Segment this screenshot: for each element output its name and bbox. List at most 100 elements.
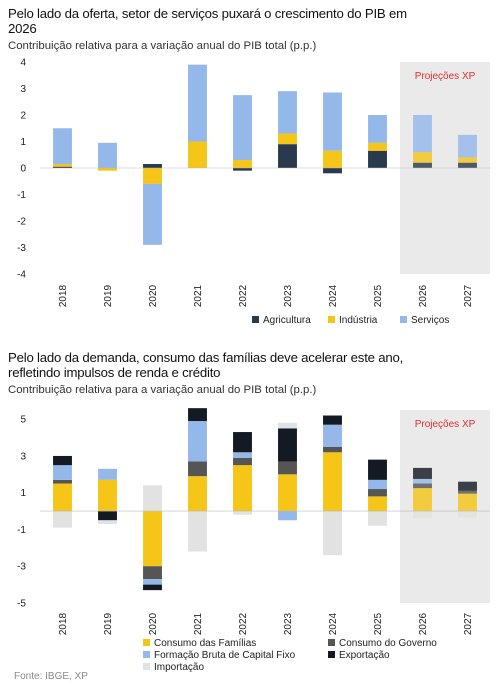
chart1-bar-2018-servicos xyxy=(53,128,72,165)
chart2-legend-swatch-consumo_governo xyxy=(328,639,335,646)
chart1-xtick-2021: 2021 xyxy=(193,284,204,307)
chart1-xtick-2027: 2027 xyxy=(463,284,474,307)
chart1-legend-swatch-agricultura xyxy=(252,316,259,323)
chart2-subtitle: Contribuição relativa para a variação an… xyxy=(8,384,317,396)
chart2-bar-2020-consumo_governo xyxy=(143,566,162,580)
chart2-xtick-2018: 2018 xyxy=(58,612,69,635)
chart2-title: Pelo lado da demanda, consumo das famíli… xyxy=(8,350,404,380)
chart2-bar-2026-importacao xyxy=(413,511,432,519)
chart2-bar-2022-consumo_familias xyxy=(233,465,252,512)
chart2-legend-label-consumo_familias: Consumo das Famílias xyxy=(154,638,256,649)
chart1-subtitle: Contribuição relativa para a variação an… xyxy=(8,40,317,52)
chart2-bar-2027-consumo_familias xyxy=(458,493,477,512)
chart1-xtick-2020: 2020 xyxy=(148,284,159,307)
chart2-bar-2022-exportacao xyxy=(233,432,252,453)
chart1-bar-2027-servicos xyxy=(458,134,477,158)
chart2-bar-2021-exportacao xyxy=(188,408,207,422)
chart1-bar-2025-industria xyxy=(368,142,387,151)
chart2-bar-2026-consumo_governo xyxy=(413,483,432,489)
chart2-bar-2024-consumo_governo xyxy=(323,446,342,453)
chart2-legend-label-exportacao: Exportação xyxy=(339,650,390,661)
chart2-ytick: -1 xyxy=(17,525,26,536)
chart2-bar-2027-exportacao xyxy=(458,481,477,491)
chart1-bar-2024-servicos xyxy=(323,92,342,151)
chart2-bar-2018-exportacao xyxy=(53,455,72,466)
chart2-bar-2023-consumo_familias xyxy=(278,474,297,512)
chart1-bar-2021-servicos xyxy=(188,64,207,142)
chart1-xtick-2025: 2025 xyxy=(373,284,384,307)
chart2-legend-label-fbcf: Formação Bruta de Capital Fixo xyxy=(154,650,296,661)
chart2-bar-2021-importacao xyxy=(188,511,207,552)
chart2-bar-2022-importacao xyxy=(233,511,252,515)
chart1-bar-2025-servicos xyxy=(368,115,387,143)
chart2-bar-2025-fbcf xyxy=(368,479,387,490)
chart2-bar-2020-importacao xyxy=(143,485,162,512)
chart1-bar-2020-industria xyxy=(143,168,162,184)
chart2-bar-2019-importacao xyxy=(98,520,117,524)
chart1-bar-2024-industria xyxy=(323,150,342,168)
chart2-bar-2024-importacao xyxy=(323,511,342,556)
chart2-ytick: -5 xyxy=(17,599,26,610)
chart2-xtick-2027: 2027 xyxy=(463,612,474,635)
chart2-ytick: 1 xyxy=(20,488,26,499)
chart2-legend-swatch-fbcf xyxy=(143,651,150,658)
chart1-bar-2019-servicos xyxy=(98,142,117,168)
chart2-bar-2020-exportacao xyxy=(143,584,162,591)
chart2-bar-2020-consumo_familias xyxy=(143,511,162,567)
chart1-bar-2019-industria xyxy=(98,168,117,171)
chart2-xtick-2022: 2022 xyxy=(238,612,249,635)
chart1-bar-2026-agricultura xyxy=(413,162,432,168)
chart1-ytick: -1 xyxy=(17,190,26,201)
chart2-ytick: 3 xyxy=(20,451,26,462)
chart1-bar-2022-agricultura xyxy=(233,168,252,171)
chart2-bar-2027-importacao xyxy=(458,511,477,518)
chart2-legend-swatch-consumo_familias xyxy=(143,639,150,646)
chart1-bar-2023-industria xyxy=(278,133,297,145)
chart2-ytick: 5 xyxy=(20,415,26,426)
chart1-bar-2018-industria xyxy=(53,164,72,167)
chart2-legend-label-consumo_governo: Consumo do Governo xyxy=(339,638,437,649)
chart1-legend-label-agricultura: Agricultura xyxy=(263,315,311,326)
chart2-bar-2025-consumo_familias xyxy=(368,496,387,512)
chart1-bar-2024-agricultura xyxy=(323,168,342,174)
chart2-bar-2027-consumo_governo xyxy=(458,490,477,494)
chart1-legend-label-servicos: Serviços xyxy=(411,315,449,326)
chart1-bar-2027-agricultura xyxy=(458,162,477,168)
chart2-bar-2024-exportacao xyxy=(323,415,342,425)
chart2-bar-2018-fbcf xyxy=(53,465,72,480)
chart1-xtick-2024: 2024 xyxy=(328,284,339,307)
chart2-bar-2026-fbcf xyxy=(413,478,432,484)
chart1-title: Pelo lado da oferta, setor de serviços p… xyxy=(8,6,407,36)
chart1-ytick: 1 xyxy=(20,137,26,148)
chart1-ytick: -2 xyxy=(17,217,26,228)
chart1-bar-2023-servicos xyxy=(278,91,297,134)
source-footer: Fonte: IBGE, XP xyxy=(14,671,88,682)
chart2-xtick-2020: 2020 xyxy=(148,612,159,635)
chart2-xtick-2024: 2024 xyxy=(328,612,339,635)
chart2-projection-label: Projeções XP xyxy=(415,419,476,430)
chart1-legend-swatch-servicos xyxy=(400,316,407,323)
chart2-bar-2024-consumo_familias xyxy=(323,452,342,512)
chart2-bar-2026-exportacao xyxy=(413,467,432,479)
chart2-bar-2023-fbcf xyxy=(278,511,297,521)
chart1-ytick: 0 xyxy=(20,164,26,175)
chart1-bar-2026-servicos xyxy=(413,115,432,153)
chart2-bar-2023-exportacao xyxy=(278,428,297,462)
chart1-bar-2027-industria xyxy=(458,157,477,163)
chart2-bar-2025-importacao xyxy=(368,511,387,526)
chart1-bar-2026-industria xyxy=(413,152,432,163)
chart1-bar-2022-industria xyxy=(233,160,252,168)
chart2-bar-2019-fbcf xyxy=(98,468,117,480)
chart2-bar-2020-fbcf xyxy=(143,579,162,585)
chart1-xtick-2023: 2023 xyxy=(283,284,294,307)
chart2-xtick-2021: 2021 xyxy=(193,612,204,635)
chart1-bar-2023-agricultura xyxy=(278,144,297,168)
chart1-bar-2018-agricultura xyxy=(53,166,72,168)
chart1-projection-label: Projeções XP xyxy=(415,71,476,82)
chart1-xtick-2018: 2018 xyxy=(58,284,69,307)
chart2-bar-2023-importacao xyxy=(278,422,297,429)
chart2-bar-2025-exportacao xyxy=(368,459,387,480)
chart2-xtick-2019: 2019 xyxy=(103,612,114,635)
chart1-xtick-2026: 2026 xyxy=(418,284,429,307)
chart1-ytick: 2 xyxy=(20,111,26,122)
